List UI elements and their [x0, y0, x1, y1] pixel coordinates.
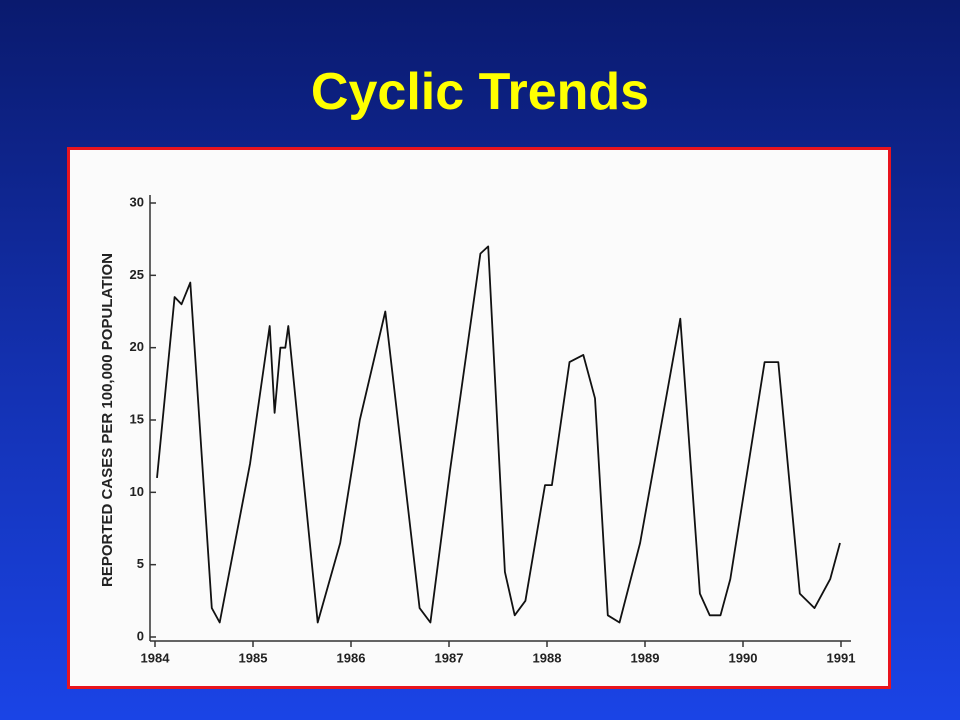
- x-tick-label: 1990: [729, 650, 758, 665]
- x-tick-label: 1988: [533, 650, 562, 665]
- x-tick-label: 1989: [631, 650, 660, 665]
- y-tick-label: 30: [130, 194, 144, 209]
- y-tick-label: 15: [130, 411, 144, 426]
- chart: REPORTED CASES PER 100,000 POPULATION 0 5…: [99, 194, 856, 665]
- x-tick-label: 1984: [141, 650, 171, 665]
- data-line: [156, 245, 841, 624]
- x-tick-label: 1986: [337, 650, 366, 665]
- slide-title: Cyclic Trends: [310, 63, 650, 121]
- y-tick-label: 0: [137, 628, 144, 643]
- x-tick-label: 1991: [827, 650, 856, 665]
- y-tick-label: 20: [130, 339, 144, 354]
- x-tick-label: 1987: [435, 650, 464, 665]
- y-tick-label: 5: [137, 556, 144, 571]
- chart-frame: REPORTED CASES PER 100,000 POPULATION 0 5…: [67, 147, 891, 689]
- y-tick-label: 10: [130, 484, 144, 499]
- x-tick-label: 1985: [239, 650, 268, 665]
- y-tick-label: 25: [130, 267, 144, 282]
- y-axis-label: REPORTED CASES PER 100,000 POPULATION: [99, 253, 116, 587]
